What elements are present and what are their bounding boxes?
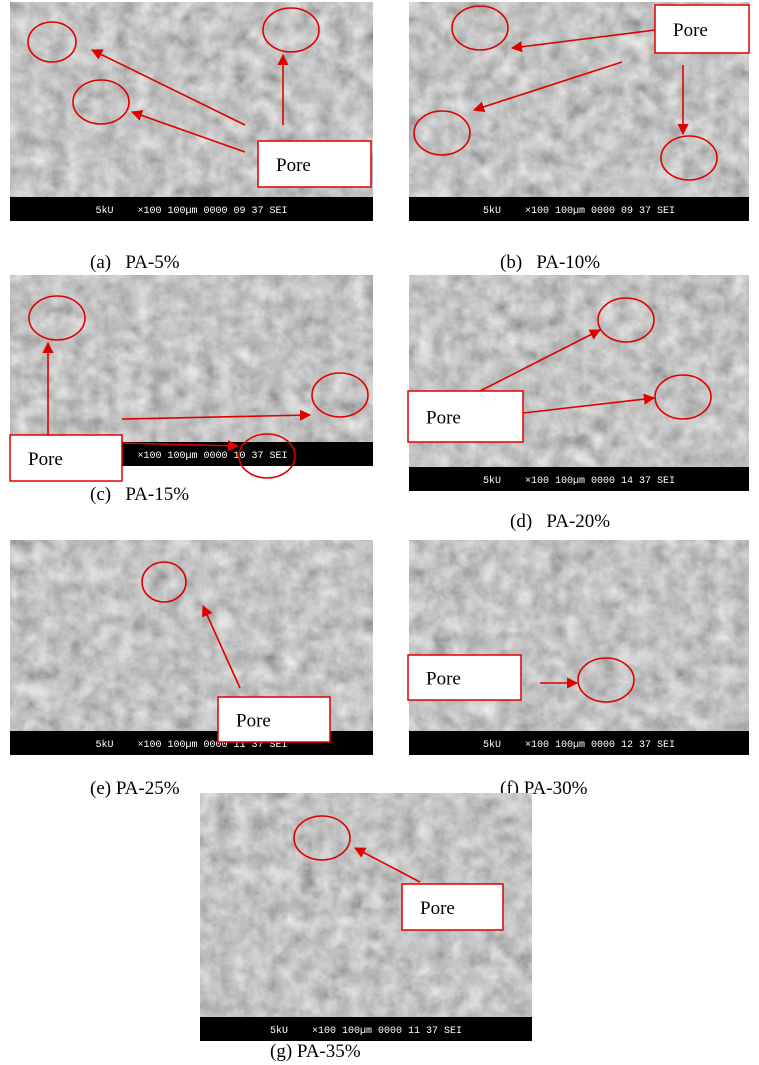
scale-bar-text: 5kU ×100 100µm 0000 11 37 SEI	[270, 1025, 462, 1037]
sem-panel: 5kU ×100 100µm 0000 09 37 SEI Pore (a) PA-…	[10, 2, 373, 273]
scale-bar-text: 5kU ×100 100µm 0000 12 37 SEI	[483, 739, 675, 751]
sem-image	[409, 275, 749, 491]
pore-label: Pore	[28, 449, 63, 470]
scale-bar-text: 5kU ×100 100µm 0000 09 37 SEI	[483, 205, 675, 217]
sem-image	[409, 540, 749, 755]
caption: (g) PA-35%	[270, 1041, 361, 1062]
pore-label: Pore	[673, 20, 708, 41]
pore-label: Pore	[426, 408, 461, 429]
pore-label-box	[408, 655, 521, 700]
pore-label-box	[10, 435, 122, 481]
caption: (a) PA-5%	[90, 252, 180, 273]
pore-label: Pore	[236, 711, 271, 732]
sem-panel: 5kU ×100 100µm 0000 10 37 SEI Pore (c) PA-…	[10, 275, 373, 505]
pore-label: Pore	[426, 669, 461, 690]
pore-label: Pore	[276, 155, 311, 176]
caption: (b) PA-10%	[500, 252, 600, 273]
sem-panel: 5kU ×100 100µm 0000 11 37 SEI Pore (g) PA-…	[200, 793, 532, 1062]
scale-bar-text: 5kU ×100 100µm 0000 10 37 SEI	[95, 450, 287, 462]
pore-label: Pore	[420, 898, 455, 919]
caption: (d) PA-20%	[510, 511, 610, 532]
pore-label-box	[258, 141, 371, 187]
pore-label-box	[218, 697, 330, 742]
caption: (c) PA-15%	[90, 484, 189, 505]
figure: 5kU ×100 100µm 0000 09 37 SEI Pore (a) PA-…	[0, 0, 759, 1065]
sem-panel: 5kU ×100 100µm 0000 14 37 SEI Pore (d) PA-…	[408, 275, 749, 532]
scale-bar-text: 5kU ×100 100µm 0000 09 37 SEI	[95, 205, 287, 217]
sem-panel: 5kU ×100 100µm 0000 09 37 SEI Pore (b) PA-…	[409, 2, 749, 273]
caption: (e) PA-25%	[90, 778, 180, 799]
scale-bar-text: 5kU ×100 100µm 0000 14 37 SEI	[483, 475, 675, 487]
